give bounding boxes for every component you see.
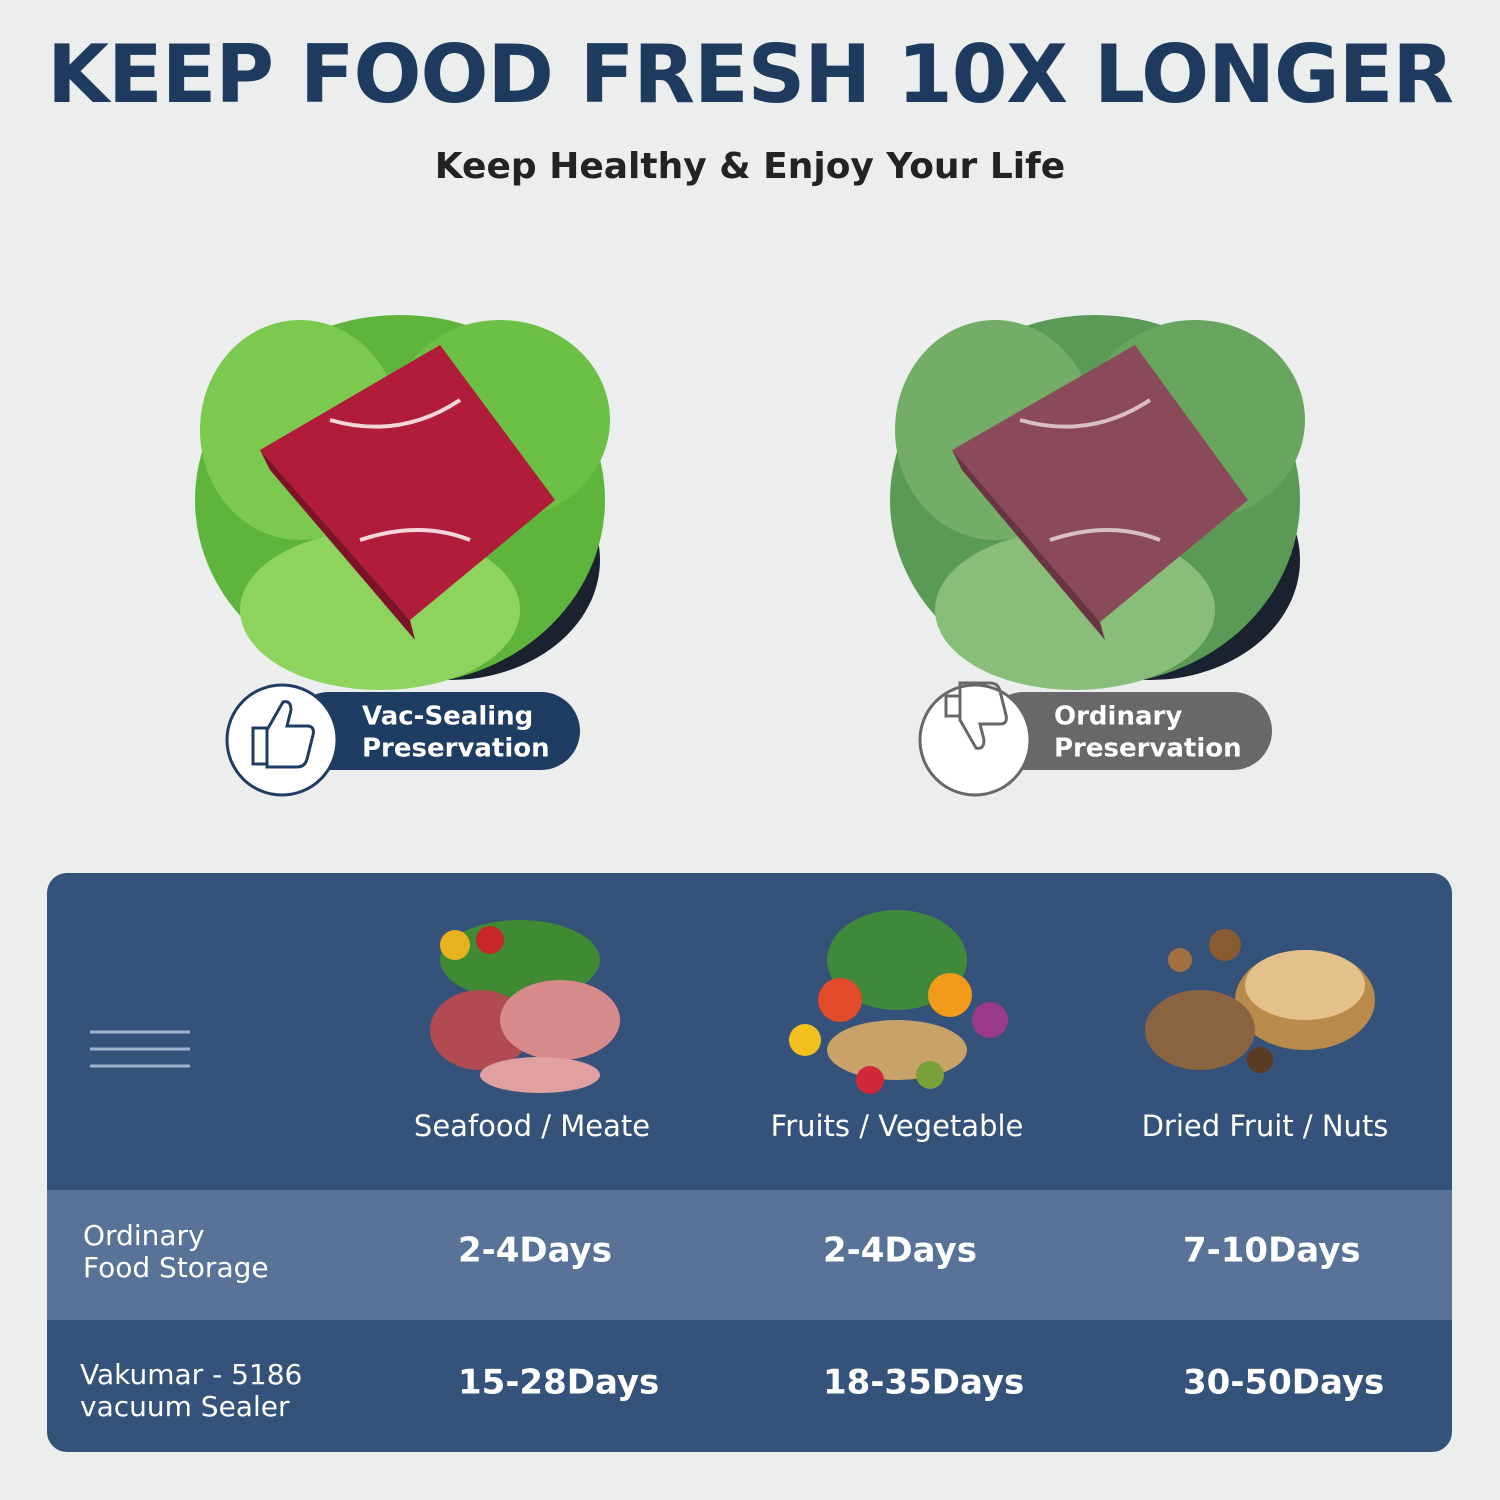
badge-label: Preservation: [362, 734, 550, 764]
table-cell: 2-4Days: [823, 1231, 977, 1271]
comparison-table: Seafood / Meate Fruits / Vegetable Dried…: [47, 873, 1452, 1452]
table-cell: 2-4Days: [458, 1231, 612, 1271]
nuts-image: [1145, 929, 1375, 1073]
table-row-band: [47, 1190, 1452, 1320]
ordinary-food-image: [890, 315, 1305, 690]
thumb-up-icon: [251, 700, 315, 769]
column-header: Fruits / Vegetable: [771, 1109, 1024, 1143]
badge-label: Vac-Sealing: [362, 702, 533, 732]
title: KEEP FOOD FRESH 10X LONGER: [47, 28, 1453, 121]
row-label: Ordinary: [83, 1219, 205, 1252]
table-cell: 15-28Days: [458, 1363, 659, 1403]
vegetable-image: [789, 910, 1008, 1094]
row-label: Vakumar - 5186: [80, 1358, 302, 1391]
thumb-down-circle: [918, 683, 1032, 797]
badge-label: Preservation: [1054, 734, 1242, 764]
subtitle: Keep Healthy & Enjoy Your Life: [435, 146, 1065, 187]
row-label: Food Storage: [83, 1251, 269, 1284]
badge-pill: [985, 692, 1272, 770]
table-cell: 30-50Days: [1183, 1363, 1384, 1403]
column-header: Dried Fruit / Nuts: [1142, 1109, 1389, 1143]
fresh-food-image: [195, 315, 610, 690]
badge-label: Ordinary: [1054, 702, 1182, 732]
thumb-down-icon: [944, 681, 1008, 750]
badge-pill: [290, 692, 580, 770]
row-label: vacuum Sealer: [80, 1390, 290, 1423]
column-header: Seafood / Meate: [414, 1109, 650, 1143]
thumb-up-circle: [225, 683, 339, 797]
meat-image: [430, 920, 620, 1093]
table-cell: 18-35Days: [823, 1363, 1024, 1403]
table-cell: 7-10Days: [1183, 1231, 1361, 1271]
